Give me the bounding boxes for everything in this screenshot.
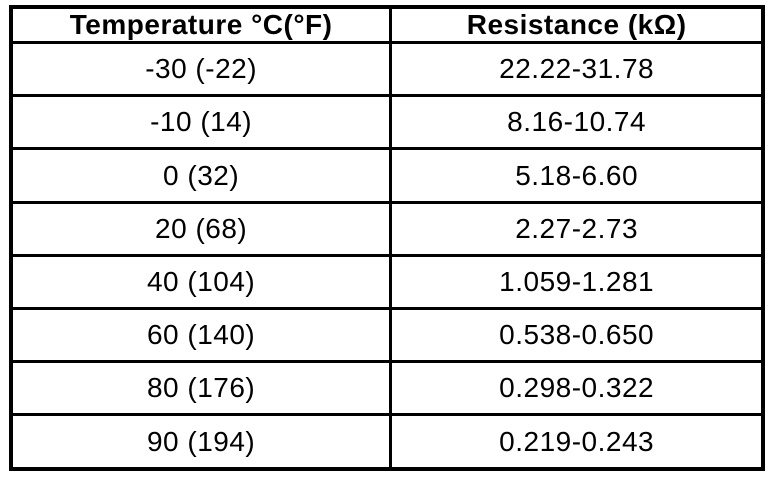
- temperature-cell: 40 (104): [9, 253, 393, 311]
- resistance-cell: 5.18-6.60: [389, 147, 765, 204]
- temperature-cell: -30 (-22): [9, 40, 393, 98]
- temperature-column-header: Temperature °C(°F): [9, 5, 393, 44]
- resistance-cell: 8.16-10.74: [389, 94, 765, 151]
- resistance-cell: 0.219-0.243: [389, 413, 765, 471]
- resistance-cell: 2.27-2.73: [389, 200, 765, 257]
- table-row: -10 (14) 8.16-10.74: [9, 94, 765, 151]
- table-body: -30 (-22) 22.22-31.78 -10 (14) 8.16-10.7…: [9, 40, 765, 471]
- temperature-cell: 90 (194): [9, 413, 393, 471]
- temperature-resistance-table: Temperature °C(°F) Resistance (kΩ) -30 (…: [9, 5, 765, 471]
- temperature-cell: -10 (14): [9, 94, 393, 151]
- resistance-cell: 0.298-0.322: [389, 360, 765, 417]
- temperature-cell: 80 (176): [9, 360, 393, 417]
- header-row: Temperature °C(°F) Resistance (kΩ): [9, 5, 765, 44]
- resistance-cell: 0.538-0.650: [389, 307, 765, 364]
- table-row: 0 (32) 5.18-6.60: [9, 147, 765, 204]
- temperature-cell: 0 (32): [9, 147, 393, 204]
- table-row: 40 (104) 1.059-1.281: [9, 253, 765, 311]
- table-header: Temperature °C(°F) Resistance (kΩ): [9, 5, 765, 44]
- table-row: 80 (176) 0.298-0.322: [9, 360, 765, 417]
- table-row: -30 (-22) 22.22-31.78: [9, 40, 765, 98]
- table-row: 60 (140) 0.538-0.650: [9, 307, 765, 364]
- table-row: 90 (194) 0.219-0.243: [9, 413, 765, 471]
- resistance-column-header: Resistance (kΩ): [389, 5, 765, 44]
- table-row: 20 (68) 2.27-2.73: [9, 200, 765, 257]
- resistance-cell: 22.22-31.78: [389, 40, 765, 98]
- temperature-cell: 60 (140): [9, 307, 393, 364]
- resistance-cell: 1.059-1.281: [389, 253, 765, 311]
- temperature-cell: 20 (68): [9, 200, 393, 257]
